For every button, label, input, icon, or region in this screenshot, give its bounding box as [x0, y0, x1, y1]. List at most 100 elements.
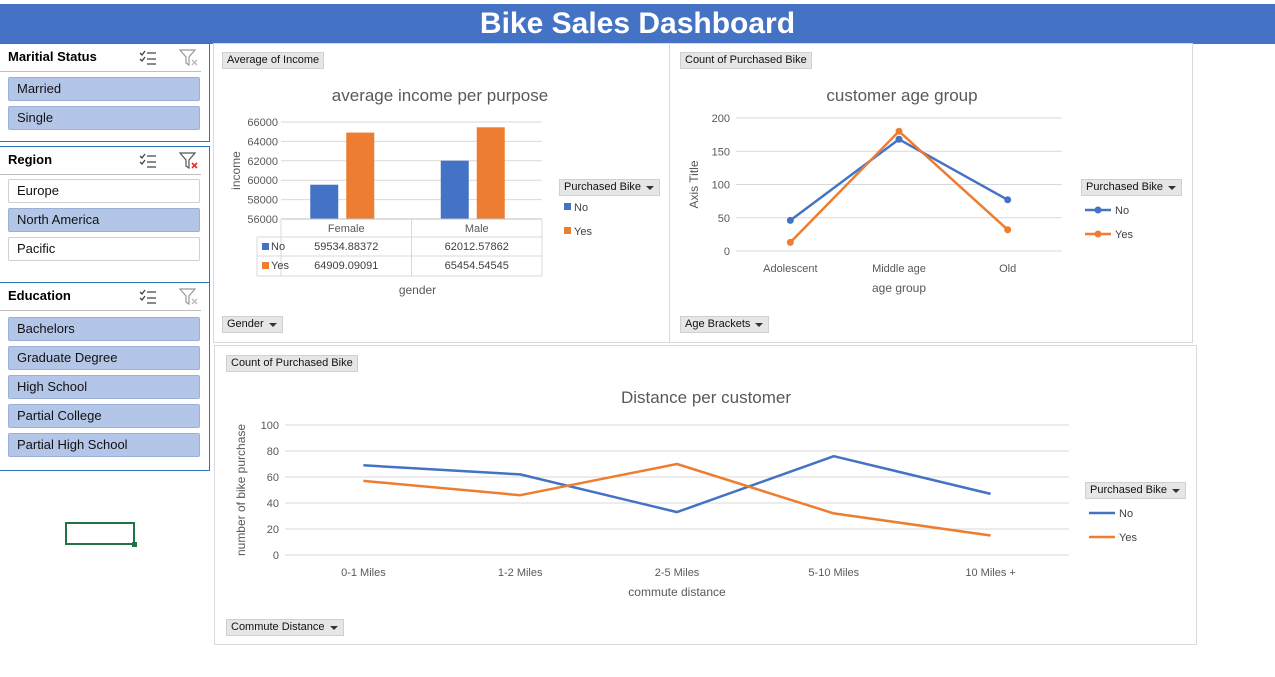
series-line-yes — [789, 130, 1009, 244]
legend-marker-no — [1094, 206, 1102, 214]
legend-marker-yes — [1094, 230, 1102, 238]
slicer-item-partial-high-school[interactable]: Partial High School — [8, 433, 200, 457]
y-tick-label: 40 — [267, 498, 279, 510]
bar-no-female — [310, 184, 339, 219]
y-tick-label: 58000 — [247, 195, 278, 207]
y-tick-label: 50 — [718, 213, 730, 225]
legend-key-yes — [564, 227, 571, 234]
clear-filter-icon[interactable] — [179, 288, 199, 306]
clear-filter-icon[interactable] — [179, 49, 199, 67]
y-tick-label: 0 — [724, 246, 730, 258]
slicer-title: Region — [8, 152, 53, 167]
y-tick-label: 60 — [267, 472, 279, 484]
value-field-button[interactable]: Count of Purchased Bike — [680, 52, 812, 69]
legend-label: Yes — [1115, 229, 1133, 241]
y-tick-label: 200 — [712, 113, 730, 125]
y-tick-label: 62000 — [247, 156, 278, 168]
y-axis-title: number of bike purchase — [234, 424, 248, 556]
legend-label: Yes — [1119, 532, 1137, 544]
distance-chart[interactable]: Count of Purchased Bike Commute Distance… — [214, 345, 1197, 645]
slicer-header: Education — [0, 283, 201, 311]
x-axis-title: gender — [399, 283, 436, 297]
table-series-label: Yes — [271, 260, 289, 272]
legend-label: No — [574, 202, 588, 214]
income-chart[interactable]: Average of Income Gender Purchased Bike … — [213, 43, 670, 343]
point-no-adolescent — [786, 216, 794, 224]
slicer-item-married[interactable]: Married — [8, 77, 200, 101]
y-axis-title: Axis Title — [687, 160, 701, 208]
chart-title: customer age group — [826, 86, 977, 105]
slicer-title: Education — [8, 288, 71, 303]
x-tick-label: Male — [465, 223, 489, 235]
x-axis-title: age group — [872, 281, 926, 295]
legend-label: No — [1119, 508, 1133, 520]
slicer-title: Maritial Status — [8, 49, 97, 64]
x-tick-label: Female — [328, 223, 365, 235]
x-tick-label: Middle age — [872, 263, 926, 275]
income-chart-svg: average income per purpose 66000 64000 6200… — [229, 86, 592, 297]
y-axis-title: income — [229, 151, 243, 190]
multi-select-icon[interactable] — [139, 153, 157, 169]
legend-field-button[interactable]: Purchased Bike — [559, 179, 661, 196]
slicer-item-graduate-degree[interactable]: Graduate Degree — [8, 346, 200, 370]
data-label: 59534.88372 — [314, 241, 378, 253]
y-tick-label: 64000 — [247, 136, 278, 148]
slicer-education[interactable]: Education Bachelors Graduate Degree High… — [0, 282, 210, 471]
legend-key-no — [564, 203, 571, 210]
y-tick-label: 80 — [267, 446, 279, 458]
x-tick-label: 1-2 Miles — [498, 567, 543, 579]
slicer-item-bachelors[interactable]: Bachelors — [8, 317, 200, 341]
data-label: 64909.09091 — [314, 260, 378, 272]
legend-field-button[interactable]: Purchased Bike — [1081, 179, 1183, 196]
table-legend-key-yes — [262, 262, 269, 269]
slicer-item-europe[interactable]: Europe — [8, 179, 200, 203]
x-tick-label: 0-1 Miles — [341, 567, 386, 579]
axis-field-button[interactable]: Age Brackets — [680, 316, 770, 333]
value-field-button[interactable]: Average of Income — [222, 52, 325, 69]
bar-yes-male — [476, 127, 505, 219]
x-axis-title: commute distance — [628, 585, 726, 599]
value-field-button[interactable]: Count of Purchased Bike — [226, 355, 358, 372]
axis-field-button[interactable]: Commute Distance — [226, 619, 344, 636]
slicer-item-pacific[interactable]: Pacific — [8, 237, 200, 261]
y-tick-label: 20 — [267, 524, 279, 536]
multi-select-icon[interactable] — [139, 50, 157, 66]
point-yes-old — [1004, 226, 1012, 234]
bar-yes-female — [346, 132, 375, 219]
legend-field-button[interactable]: Purchased Bike — [1085, 482, 1187, 499]
axis-field-button[interactable]: Gender — [222, 316, 283, 333]
legend-label: No — [1115, 205, 1129, 217]
point-no-old — [1004, 196, 1012, 204]
data-label: 62012.57862 — [445, 241, 509, 253]
clear-filter-icon[interactable] — [179, 152, 199, 170]
slicer-item-single[interactable]: Single — [8, 106, 200, 130]
slicer-item-high-school[interactable]: High School — [8, 375, 200, 399]
slicer-region[interactable]: Region Europe North America Pacific — [0, 146, 210, 284]
point-no-middle-age — [895, 135, 903, 143]
x-tick-label: 2-5 Miles — [655, 567, 700, 579]
age-chart[interactable]: Count of Purchased Bike Age Brackets Pur… — [669, 43, 1193, 343]
y-tick-label: 66000 — [247, 117, 278, 129]
multi-select-icon[interactable] — [139, 289, 157, 305]
slicer-marital-status[interactable]: Maritial Status Married Single — [0, 43, 210, 142]
point-yes-adolescent — [786, 238, 794, 246]
x-tick-label: 5-10 Miles — [808, 567, 859, 579]
bar-no-male — [440, 160, 469, 219]
selected-cell[interactable] — [65, 522, 137, 547]
data-label: 65454.54545 — [445, 260, 509, 272]
y-tick-label: 0 — [273, 550, 279, 562]
series-line-yes — [363, 462, 991, 537]
y-tick-label: 100 — [712, 180, 730, 192]
table-series-label: No — [271, 241, 285, 253]
x-tick-label: 10 Miles + — [965, 567, 1015, 579]
distance-chart-svg: Distance per customer 100 80 60 40 20 0 0-1 Mil… — [234, 388, 1137, 599]
y-tick-label: 100 — [261, 420, 279, 432]
x-tick-label: Old — [999, 263, 1016, 275]
slicer-item-partial-college[interactable]: Partial College — [8, 404, 200, 428]
y-tick-label: 150 — [712, 146, 730, 158]
excel-column-strip — [0, 0, 1275, 4]
slicer-item-north-america[interactable]: North America — [8, 208, 200, 232]
series-line-no — [363, 454, 991, 514]
chart-title: Distance per customer — [621, 388, 791, 407]
dashboard-title: Bike Sales Dashboard — [0, 4, 1275, 44]
